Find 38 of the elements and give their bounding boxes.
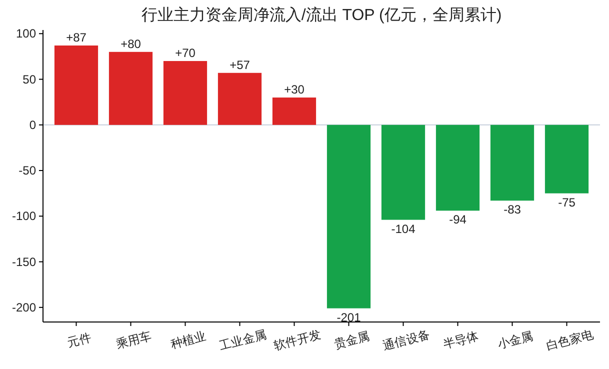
x-tick-label: 贵金属: [332, 328, 371, 352]
data-label: -104: [391, 222, 416, 236]
y-tick-label: -100: [12, 209, 36, 224]
y-tick-label: 0: [29, 118, 36, 132]
x-tick-label: 白色家电: [544, 327, 595, 354]
x-tick-label: 种植业: [169, 328, 208, 352]
y-tick-label: 100: [16, 26, 36, 41]
bar: [381, 124, 426, 220]
x-tick-label: 元件: [66, 330, 93, 350]
bar: [326, 124, 371, 308]
bar: [54, 46, 98, 125]
data-label: +87: [66, 30, 87, 45]
data-label: +57: [230, 58, 250, 72]
y-tick-label: -200: [12, 300, 36, 314]
x-tick-label: 软件开发: [272, 327, 322, 354]
data-label: -94: [449, 212, 467, 227]
x-tick-label: 乘用车: [114, 328, 153, 352]
bar: [218, 72, 262, 125]
x-tick-label: 半导体: [442, 328, 480, 352]
y-tick-label: -50: [18, 164, 36, 178]
data-label: -83: [504, 202, 522, 217]
x-tick-label: 工业金属: [218, 327, 268, 354]
data-label: +70: [175, 46, 196, 60]
chart-title: 行业主力资金周净流入/流出 TOP (亿元，全周累计): [141, 6, 502, 24]
data-label: -201: [336, 310, 362, 324]
bar: [436, 124, 480, 211]
data-label: +80: [120, 36, 142, 51]
bar: [272, 98, 316, 125]
data-label: +30: [284, 82, 305, 97]
x-tick-label: 小金属: [496, 328, 534, 352]
bar: [108, 52, 153, 125]
y-tick-label: -150: [12, 254, 36, 269]
bar: [490, 124, 534, 201]
x-tick-label: 通信设备: [381, 327, 432, 354]
data-label: -75: [558, 195, 576, 210]
bar: [163, 61, 208, 125]
bar: [544, 124, 589, 194]
y-tick-label: 50: [22, 72, 36, 86]
